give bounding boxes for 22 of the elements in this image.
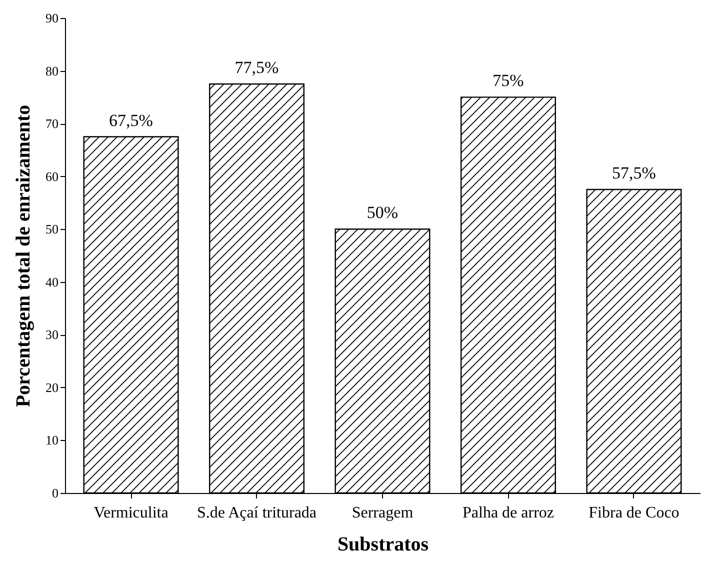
y-tick-label: 20 — [46, 380, 58, 395]
x-tick-label: Serragem — [352, 504, 414, 522]
data-label: 77,5% — [234, 58, 279, 77]
data-label: 57,5% — [612, 164, 656, 183]
x-tick-label: Fibra de Coco — [588, 504, 680, 522]
y-tick-label: 90 — [46, 10, 58, 26]
data-label: 75% — [492, 71, 524, 90]
data-label: 50% — [366, 203, 398, 222]
x-tick-label: Vermiculita — [94, 504, 168, 522]
x-tick-label: Palha de arroz — [462, 504, 554, 522]
y-tick-label: 0 — [52, 486, 58, 500]
y-tick-label: 10 — [46, 432, 58, 448]
y-tick-label: 30 — [46, 327, 58, 342]
x-axis-title: Substratos — [337, 534, 429, 556]
y-tick-label: 60 — [46, 168, 58, 184]
x-tick-label: S.de Açaí triturada — [197, 504, 317, 522]
y-axis-title: Porcentagem total de enraizamento — [12, 104, 34, 408]
y-tick-label: 50 — [46, 222, 58, 237]
data-label: 67,5% — [109, 110, 153, 130]
y-tick-label: 70 — [46, 116, 58, 132]
y-tick-label: 80 — [46, 63, 58, 78]
y-tick-label: 40 — [46, 274, 58, 290]
